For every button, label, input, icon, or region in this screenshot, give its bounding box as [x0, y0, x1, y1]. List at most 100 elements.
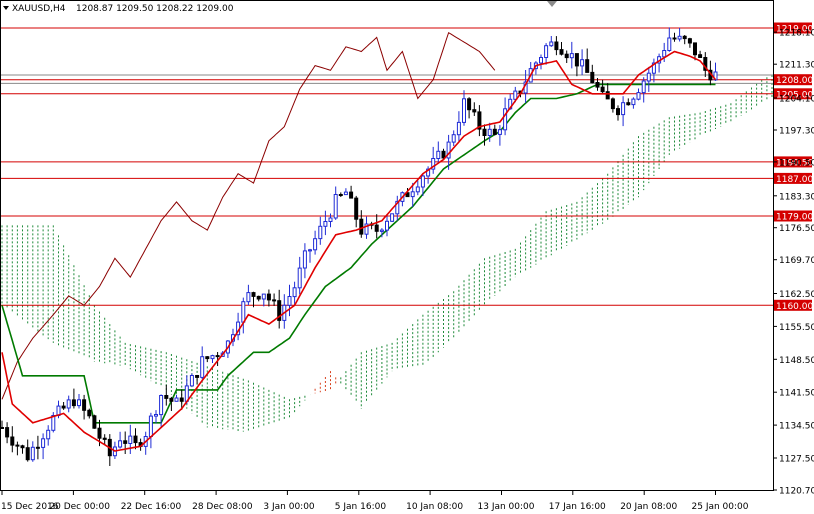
x-tick-label: 20 Jan 08:00 [620, 502, 677, 512]
x-tick-label: 28 Dec 08:00 [192, 502, 253, 512]
candle-body [354, 197, 359, 220]
candle-body [261, 293, 266, 300]
candle-body [169, 397, 174, 402]
candle-body [677, 35, 682, 40]
candle-body [71, 399, 76, 407]
candle-body [626, 102, 631, 106]
candle-body [10, 436, 15, 446]
candle-body [97, 427, 102, 439]
level-tag-label: 1219.00 [776, 25, 813, 35]
candle-body [92, 415, 97, 429]
y-tick-label: 1183.30 [779, 192, 814, 202]
candle-body [420, 175, 425, 188]
candle-body [256, 295, 261, 300]
candle-body [693, 42, 697, 56]
candle-body [497, 129, 502, 135]
candle-body [77, 399, 81, 407]
candle-body [595, 82, 600, 88]
candle-body [82, 399, 87, 411]
candle-body [51, 415, 56, 431]
chart-shift-marker-icon[interactable] [547, 1, 557, 7]
candle-body [662, 50, 667, 58]
candle-body [482, 128, 487, 136]
candle-body [15, 444, 20, 447]
candle-body [205, 356, 210, 360]
y-tick-label: 1148.50 [779, 356, 814, 366]
candle-body [164, 395, 169, 399]
candle-body [20, 445, 25, 449]
level-tag-label: 1160.00 [776, 302, 813, 312]
x-tick-label: 20 Dec 00:00 [49, 502, 110, 512]
candle-body [395, 200, 400, 215]
candle-body [585, 59, 590, 73]
price-level-lines: 1219.00 1208.00 1205.00 1190.50 1187.00 1179.… [0, 22, 813, 312]
candle-body [41, 438, 46, 448]
candle-body [672, 37, 677, 40]
candle-body [610, 98, 615, 110]
candle-body [343, 191, 348, 196]
candle-body [174, 397, 179, 402]
candle-body [492, 128, 497, 135]
candle-body [359, 218, 364, 235]
dropdown-arrow-icon[interactable] [3, 6, 9, 10]
candle-body [374, 224, 379, 232]
candle-body [446, 141, 451, 159]
chikou-line [1, 31, 496, 400]
level-tag [774, 172, 812, 184]
level-tag-label: 1208.00 [776, 76, 813, 86]
candle-body [292, 287, 297, 298]
candle-body [102, 437, 107, 440]
candle-body [318, 225, 323, 240]
candle-body [467, 98, 472, 111]
candle-body [328, 217, 333, 222]
candle-body [503, 108, 508, 131]
candle-body [580, 59, 585, 67]
ichimoku-cloud [1, 75, 773, 433]
candle-body [462, 98, 466, 123]
y-tick-label: 1211.30 [779, 61, 814, 71]
y-tick-label: 1120.70 [779, 487, 814, 497]
candle-body [66, 399, 71, 409]
chikou-span [1, 31, 496, 400]
candle-body [426, 168, 431, 177]
candle-body [159, 395, 164, 416]
candle-body [641, 80, 646, 94]
candle-body [287, 296, 292, 306]
level-tag [774, 88, 812, 100]
chart-header: XAUUSD,H4 1208.87 1209.50 1208.22 1209.0… [3, 1, 557, 14]
y-tick-label: 1169.70 [779, 256, 814, 266]
candle-body [35, 446, 40, 449]
candle-body [154, 414, 158, 417]
candle-body [128, 435, 133, 445]
symbol-label: XAUUSD,H4 [12, 4, 66, 14]
level-tag-label: 1205.00 [776, 90, 813, 100]
candle-body [477, 111, 482, 130]
candle-body [441, 150, 446, 159]
candle-body [87, 409, 92, 417]
candle-body [266, 293, 271, 301]
y-tick-label: 1162.50 [779, 290, 814, 300]
candle-body [405, 192, 410, 198]
candle-body [472, 109, 477, 113]
candle-body [682, 35, 687, 40]
candle-body [246, 292, 251, 303]
x-tick-label: 13 Jan 00:00 [478, 502, 535, 512]
candle-body [179, 397, 184, 402]
candle-body [241, 301, 246, 323]
candle-body [30, 446, 35, 461]
y-tick-label: 1190.50 [779, 158, 814, 168]
level-tag [774, 299, 812, 311]
y-tick-label: 1134.50 [779, 422, 814, 432]
candle-body [431, 158, 436, 170]
candle-body [390, 213, 395, 222]
candle-body [379, 229, 384, 232]
candle-body [651, 62, 656, 74]
x-tick-label: 22 Dec 16:00 [121, 502, 182, 512]
level-tag-label: 1179.00 [776, 213, 813, 223]
candle-body [616, 108, 620, 116]
candle-body [148, 415, 153, 438]
candle-body [451, 134, 456, 143]
candle-body [323, 221, 328, 227]
